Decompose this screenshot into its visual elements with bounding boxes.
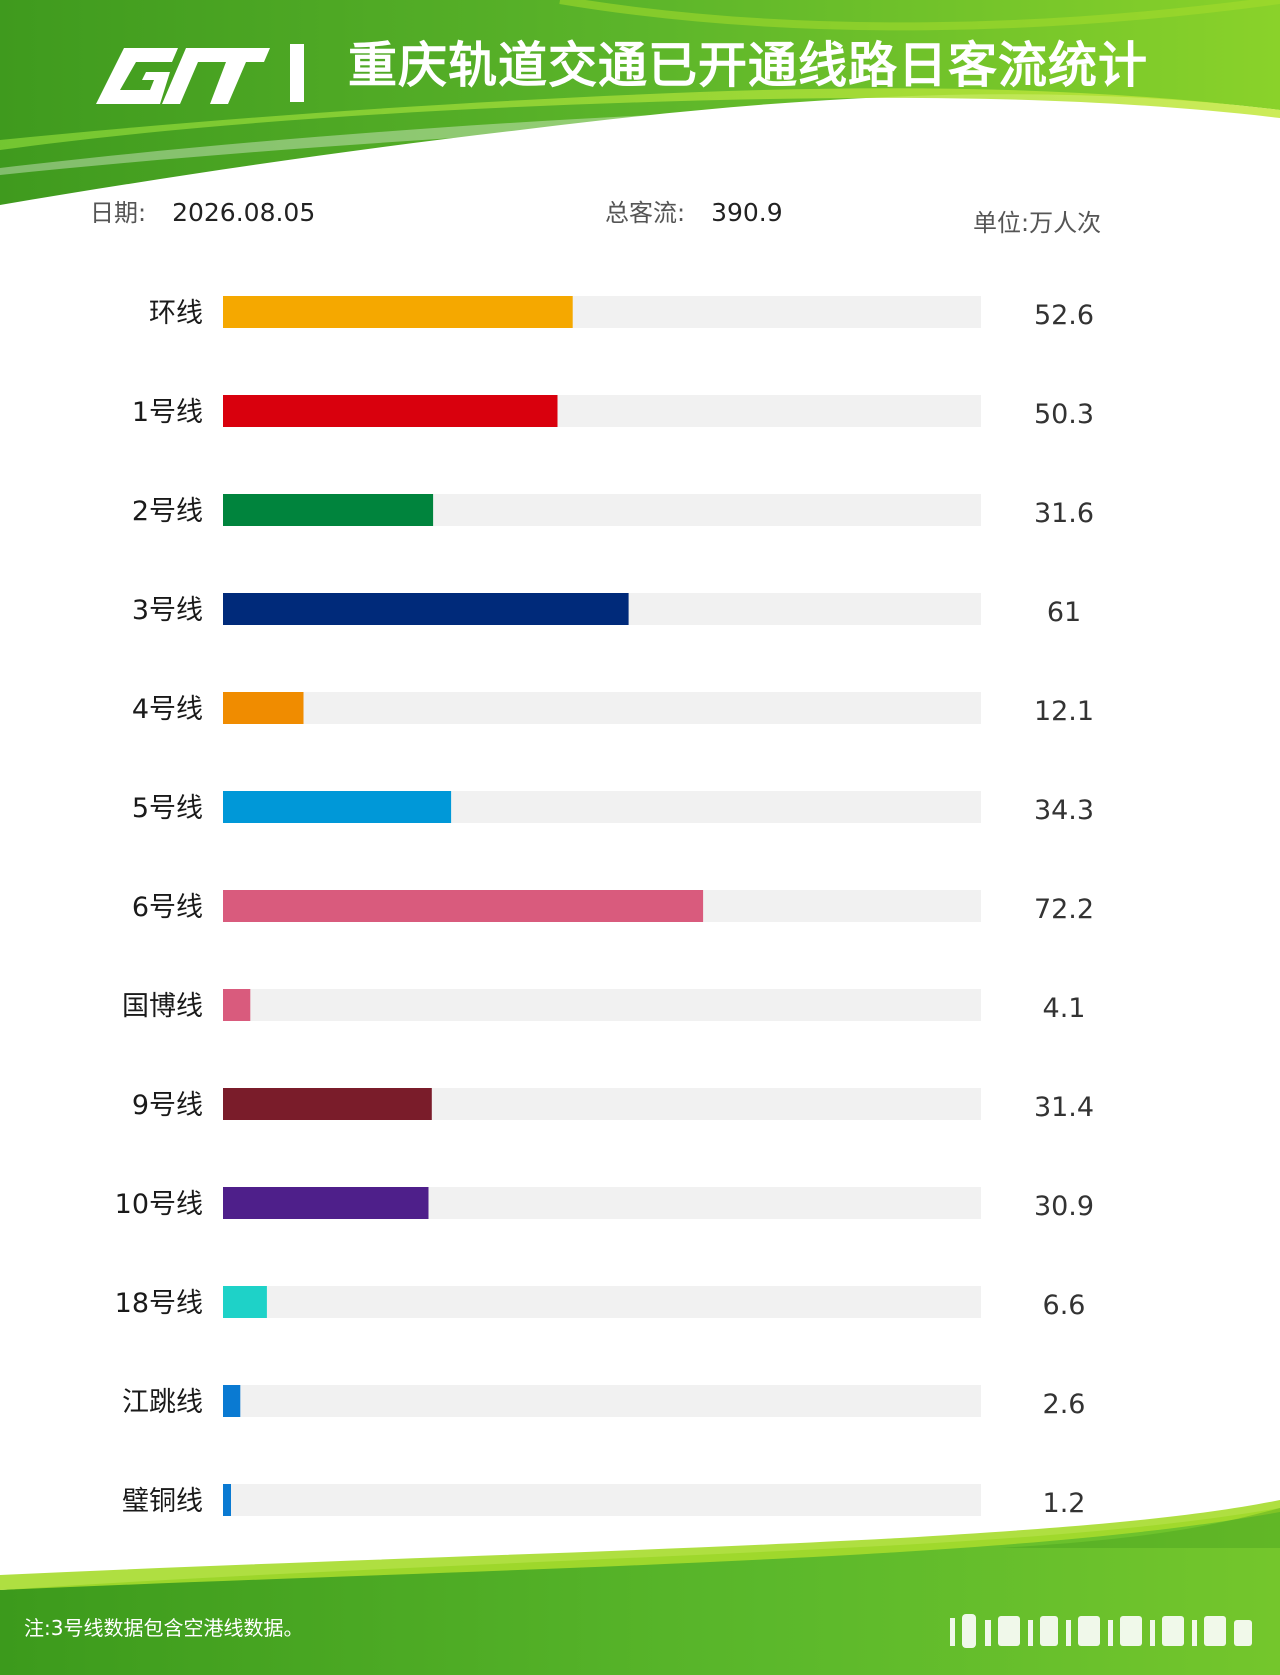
bar-track [223, 1286, 981, 1318]
bar-chart: 环线 52.6 1号线 50.3 2号线 31.6 3号线 61 4号线 12.1 5号线 34.3 6… [115, 296, 1094, 1519]
bar-track [223, 1385, 981, 1417]
page-title: 重庆轨道交通已开通线路日客流统计 [348, 37, 1149, 94]
value-label: 4.1 [1043, 993, 1086, 1024]
total-block: 总客流: 390.9 [605, 193, 783, 228]
logo [96, 44, 304, 104]
logo-divider [290, 44, 304, 102]
header-wave [0, 0, 1280, 205]
bar-row: 环线 52.6 [149, 296, 1094, 331]
bar [223, 692, 304, 724]
value-label: 50.3 [1034, 399, 1094, 430]
footnote: 注:3号线数据包含空港线数据。 [24, 1616, 304, 1640]
bar-row: 3号线 61 [132, 593, 1081, 628]
category-label: 江跳线 [122, 1387, 203, 1418]
value-label: 6.6 [1043, 1290, 1086, 1321]
watermark-mark [950, 1614, 1252, 1648]
bar-row: 4号线 12.1 [132, 692, 1094, 727]
category-label: 环线 [149, 298, 203, 329]
bar-row: 9号线 31.4 [132, 1088, 1094, 1123]
unit-label: 单位:万人次 [973, 209, 1102, 237]
bar-track [223, 1484, 981, 1516]
bar-track [223, 692, 981, 724]
bar-row: 1号线 50.3 [132, 395, 1094, 430]
value-label: 72.2 [1034, 894, 1094, 925]
bar [223, 395, 558, 427]
date-block: 日期: 2026.08.05 [90, 193, 315, 228]
date-value: 2026.08.05 [172, 198, 316, 227]
total-label: 总客流: [605, 199, 686, 227]
value-label: 61 [1047, 597, 1081, 628]
bar [223, 1484, 231, 1516]
bar [223, 494, 434, 526]
category-label: 9号线 [132, 1090, 203, 1121]
value-label: 52.6 [1034, 300, 1094, 331]
category-label: 10号线 [115, 1189, 203, 1220]
bar-track [223, 989, 981, 1021]
category-label: 国博线 [122, 991, 203, 1022]
bar [223, 296, 573, 328]
bar [223, 593, 629, 625]
value-label: 34.3 [1034, 795, 1094, 826]
bar [223, 989, 251, 1021]
bar-row: 5号线 34.3 [132, 791, 1094, 826]
bar [223, 791, 452, 823]
bar [223, 1286, 267, 1318]
category-label: 18号线 [115, 1288, 203, 1319]
bar-row: 18号线 6.6 [115, 1286, 1086, 1321]
bar-row: 璧铜线 1.2 [122, 1484, 1085, 1519]
value-label: 31.4 [1034, 1092, 1094, 1123]
category-label: 4号线 [132, 694, 203, 725]
value-label: 2.6 [1043, 1389, 1086, 1420]
category-label: 2号线 [132, 496, 203, 527]
value-label: 1.2 [1043, 1488, 1086, 1519]
bar [223, 1088, 432, 1120]
date-label: 日期: [90, 199, 147, 227]
total-value: 390.9 [711, 198, 783, 227]
bar-row: 6号线 72.2 [132, 890, 1094, 925]
footer-wave [0, 1500, 1280, 1675]
bar-row: 江跳线 2.6 [122, 1385, 1085, 1420]
bar [223, 1385, 241, 1417]
category-label: 6号线 [132, 892, 203, 923]
value-label: 12.1 [1034, 696, 1094, 727]
bar-row: 2号线 31.6 [132, 494, 1094, 529]
value-label: 31.6 [1034, 498, 1094, 529]
bar-row: 国博线 4.1 [122, 989, 1085, 1024]
category-label: 1号线 [132, 397, 203, 428]
bar [223, 890, 704, 922]
bar [223, 1187, 429, 1219]
category-label: 璧铜线 [122, 1486, 203, 1517]
category-label: 3号线 [132, 595, 203, 626]
value-label: 30.9 [1034, 1191, 1094, 1222]
category-label: 5号线 [132, 793, 203, 824]
bar-row: 10号线 30.9 [115, 1187, 1094, 1222]
